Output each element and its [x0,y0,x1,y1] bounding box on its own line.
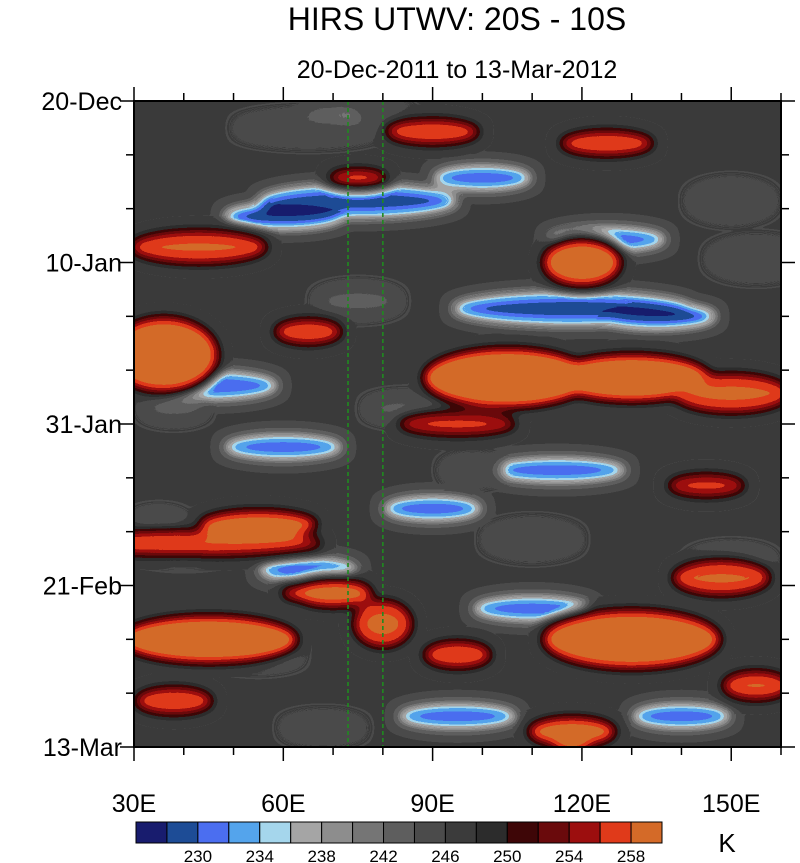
field-cell-22 [285,717,362,738]
field-cell-21 [444,460,501,481]
chart-title: HIRS UTWV: 20S - 10S [288,1,626,37]
colorbar-swatch-0 [135,821,168,844]
colorbar-swatch-14 [568,821,601,844]
colorbar-swatch-1 [166,821,199,844]
x-tick-label-30: 30E [112,790,156,818]
colorbar-label-258: 258 [617,847,645,863]
field-cell-10 [382,496,483,521]
colorbar-label-254: 254 [555,847,583,863]
field-cell-9 [487,458,628,483]
x-tick-label-120: 120E [553,790,611,818]
field-cell-45 [293,579,374,608]
colorbar-swatch-4 [259,821,292,844]
field-cell-43 [134,615,299,664]
field-cell-58 [553,741,590,747]
x-tick-label-150: 150E [702,790,760,818]
y-tick-label-63: 21-Feb [43,573,122,601]
field-cell-19 [711,242,781,275]
field-cell-1 [223,204,344,229]
field-cell-57 [281,587,306,600]
field-cell-30 [134,230,269,265]
field-cell-6 [432,165,533,190]
field-cell-40 [397,412,518,436]
colorbar-swatch-13 [537,821,570,844]
field-cell-53 [469,369,526,402]
field-cell-47 [422,640,493,669]
y-axis-labels: 20-Dec 10-Jan 31-Jan 21-Feb 13-Mar [41,88,122,762]
y-tick-label-42: 31-Jan [46,411,122,439]
y-tick-label-21: 10-Jan [46,250,122,278]
axis-ticks [120,87,795,761]
colorbar-swatch-11 [475,821,508,844]
field-cell-8 [223,435,344,460]
field-cell-48 [541,609,722,670]
field-cell-42 [198,509,319,538]
field-cell-20 [487,525,578,554]
colorbar-label-230: 230 [184,847,212,863]
field-cell-51 [721,670,781,701]
field-cell-50 [526,716,617,747]
field-cell-44 [134,686,214,715]
field-cell-35 [134,316,219,393]
colorbar-swatch-9 [413,821,446,844]
colorbar-swatch-2 [197,821,230,844]
field-cell-31 [384,118,481,145]
colorbar-swatch-16 [630,821,663,844]
field-cell-39 [671,373,781,414]
colorbar-label-234: 234 [246,847,274,863]
colorbar-label-246: 246 [431,847,459,863]
field-cell-14 [631,704,732,729]
field-cell-55 [571,254,602,271]
colorbar-swatch-8 [383,821,415,844]
colorbar-label-250: 250 [493,847,521,863]
colorbar-unit: K [718,828,736,858]
field-cell-33 [558,130,655,157]
y-tick-label-84: 13-Mar [43,734,122,762]
colorbar: 230 234 238 242 246 250 254 258 [135,821,663,863]
field-cell-3 [596,304,717,329]
field-cell-16 [238,115,379,140]
x-tick-label-90: 90E [410,790,454,818]
field-cell-46 [352,599,413,648]
colorbar-swatch-6 [321,821,354,844]
colorbar-swatch-15 [599,821,632,844]
field-cell-23 [143,398,204,419]
colorbar-swatch-10 [444,821,477,844]
field-cell-28 [134,513,184,534]
colorbar-swatch-7 [352,821,385,844]
field-cell-18 [691,184,772,217]
colorbar-label-242: 242 [369,847,397,863]
field-cell-49 [671,559,772,596]
plot-area [134,101,781,747]
y-tick-label-0: 20-Dec [41,88,122,116]
chart-subtitle: 20-Dec-2011 to 13-Mar-2012 [297,56,618,84]
colorbar-swatch-12 [506,821,539,844]
field-cell-32 [327,168,388,187]
field-cell-38 [551,353,712,402]
field-cell-52 [666,473,747,498]
x-axis-labels: 30E 60E 90E 120E 150E [112,790,761,818]
field-cell-11 [258,558,359,583]
field-cell-25 [317,288,398,313]
field-cell-12 [472,596,593,621]
field-cell-36 [273,318,344,345]
field-cell-54 [165,344,202,365]
colorbar-swatch-3 [228,821,261,844]
colorbar-label-238: 238 [307,847,335,863]
x-tick-label-60: 60E [261,790,305,818]
colorbar-swatch-5 [290,821,323,844]
field-cell-13 [397,704,518,729]
field-cell-56 [168,624,199,639]
